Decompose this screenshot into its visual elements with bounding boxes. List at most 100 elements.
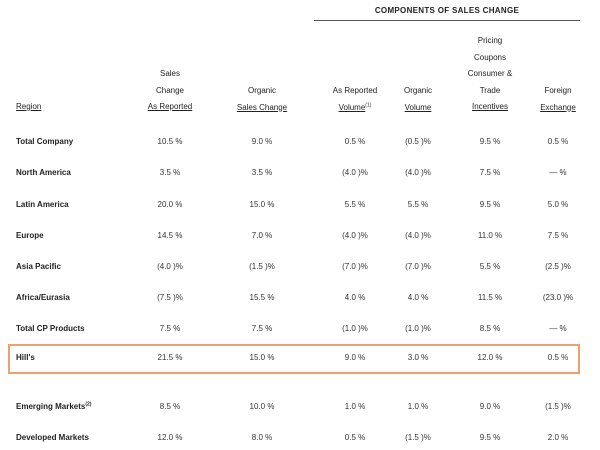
cell-region: Africa/Eurasia (16, 293, 70, 302)
header-organic-sales-change-line2: Sales Change (236, 102, 288, 112)
cell-organic-volume: (4.0 )% (405, 231, 431, 240)
cell-foreign-exchange: — % (549, 324, 567, 333)
table-row: Developed Markets 12.0 % 8.0 % 0.5 % (1.… (0, 432, 600, 450)
header-foreign-exchange: Foreign Exchange (530, 83, 586, 116)
cell-as-reported-volume: 9.0 % (344, 353, 366, 362)
table-row: Emerging Markets(2) 8.5 % 10.0 % 1.0 % 1… (0, 401, 600, 421)
cell-organic-volume: (4.0 )% (405, 168, 431, 177)
cell-region: Emerging Markets(2) (16, 401, 91, 413)
cell-as-reported-volume: (7.0 )% (342, 262, 368, 271)
cell-as-reported-volume: 0.5 % (344, 137, 366, 146)
cell-organic-volume: 5.5 % (407, 200, 429, 209)
cell-region: Latin America (16, 200, 69, 209)
cell-sales-change: 21.5 % (157, 353, 183, 362)
cell-organic-volume: 3.0 % (407, 353, 429, 362)
cell-organic-volume: (1.0 )% (405, 324, 431, 333)
cell-as-reported-volume: 5.5 % (344, 200, 366, 209)
cell-as-reported-volume: 4.0 % (344, 293, 366, 302)
cell-pricing: 9.5 % (479, 200, 501, 209)
cell-organic-sales-change: 7.5 % (251, 324, 273, 333)
cell-pricing: 7.5 % (479, 168, 501, 177)
header-pricing-line4: Trade (479, 85, 501, 95)
cell-foreign-exchange: 0.5 % (547, 353, 569, 362)
components-rule (314, 20, 580, 21)
cell-foreign-exchange: (2.5 )% (545, 262, 571, 271)
components-title: COMPONENTS OF SALES CHANGE (374, 6, 520, 15)
header-pricing-line3: Consumer & (467, 69, 513, 78)
highlight-box (8, 344, 580, 374)
header-organic-sales-change-line1: Organic (247, 86, 276, 95)
header-organic-volume-line1: Organic (403, 86, 432, 95)
cell-organic-sales-change: 7.0 % (251, 231, 273, 240)
cell-pricing: 11.0 % (477, 231, 503, 240)
cell-as-reported-volume: (1.0 )% (342, 324, 368, 333)
cell-foreign-exchange: 0.5 % (547, 137, 569, 146)
cell-as-reported-volume: 0.5 % (344, 433, 366, 442)
cell-organic-volume: (1.5 )% (405, 433, 431, 442)
header-as-reported-volume-line1: As Reported (332, 86, 378, 95)
cell-organic-sales-change: (1.5 )% (249, 262, 275, 271)
header-organic-volume: Organic Volume (393, 83, 443, 116)
header-organic-volume-line2: Volume (404, 102, 432, 112)
cell-organic-sales-change: 15.5 % (249, 293, 275, 302)
table-row: Europe 14.5 % 7.0 % (4.0 )% (4.0 )% 11.0… (0, 230, 600, 250)
cell-region: Total Company (16, 137, 74, 146)
cell-organic-sales-change: 15.0 % (249, 353, 275, 362)
cell-sales-change: (7.5 )% (157, 293, 183, 302)
cell-sales-change: 14.5 % (157, 231, 183, 240)
cell-sales-change: 7.5 % (159, 324, 181, 333)
table-row: Total CP Products 7.5 % 7.5 % (1.0 )% (1… (0, 323, 600, 343)
table-row: Africa/Eurasia (7.5 )% 15.5 % 4.0 % 4.0 … (0, 292, 600, 312)
cell-region-label: Emerging Markets (16, 402, 86, 411)
table-row: Latin America 20.0 % 15.0 % 5.5 % 5.5 % … (0, 199, 600, 219)
cell-sales-change: 8.5 % (159, 402, 181, 411)
cell-organic-sales-change: 3.5 % (251, 168, 273, 177)
cell-region: Europe (16, 231, 44, 240)
cell-foreign-exchange: (1.5 )% (545, 402, 571, 411)
cell-foreign-exchange: 5.0 % (547, 200, 569, 209)
header-pricing-line2: Coupons (473, 52, 507, 62)
cell-foreign-exchange: 7.5 % (547, 231, 569, 240)
cell-as-reported-volume: (4.0 )% (342, 168, 368, 177)
cell-sales-change: 10.5 % (157, 137, 183, 146)
cell-organic-sales-change: 10.0 % (249, 402, 275, 411)
cell-foreign-exchange: 2.0 % (547, 433, 569, 442)
header-foreign-exchange-line1: Foreign (544, 86, 572, 95)
cell-foreign-exchange: (23.0 )% (542, 293, 574, 302)
header-pricing-line5: Incentives (471, 102, 509, 111)
header-region-label: Region (16, 102, 42, 111)
cell-region: Developed Markets (16, 433, 89, 442)
cell-organic-volume: 4.0 % (407, 293, 429, 302)
cell-region-footnote: (2) (85, 401, 92, 408)
table-row: Asia Pacific (4.0 )% (1.5 )% (7.0 )% (7.… (0, 261, 600, 281)
cell-foreign-exchange: — % (549, 168, 567, 177)
cell-pricing: 9.5 % (479, 137, 501, 146)
cell-pricing: 11.5 % (477, 293, 503, 302)
cell-pricing: 5.5 % (479, 262, 501, 271)
cell-sales-change: 20.0 % (157, 200, 183, 209)
table-row: North America 3.5 % 3.5 % (4.0 )% (4.0 )… (0, 167, 600, 187)
cell-as-reported-volume: (4.0 )% (342, 231, 368, 240)
header-foreign-exchange-line2: Exchange (540, 102, 576, 112)
cell-organic-sales-change: 8.0 % (251, 433, 273, 442)
cell-sales-change: 12.0 % (157, 433, 183, 442)
cell-pricing: 12.0 % (477, 353, 503, 362)
cell-organic-volume: (7.0 )% (405, 262, 431, 271)
cell-as-reported-volume: 1.0 % (344, 402, 366, 411)
header-sales-change-line1: Sales (159, 69, 180, 78)
cell-pricing: 9.5 % (479, 433, 501, 442)
cell-region: Total CP Products (16, 324, 85, 333)
table-row-highlighted: Hill's 21.5 % 15.0 % 9.0 % 3.0 % 12.0 % … (0, 352, 600, 372)
header-as-reported-volume-footnote: (1) (365, 101, 372, 108)
header-pricing: Pricing Coupons Consumer & Trade Incenti… (455, 33, 525, 116)
header-pricing-line1: Pricing (477, 36, 503, 45)
cell-organic-sales-change: 15.0 % (249, 200, 275, 209)
cell-sales-change: 3.5 % (159, 168, 181, 177)
cell-region: North America (16, 168, 71, 177)
cell-pricing: 8.5 % (479, 324, 501, 333)
header-region: Region (16, 99, 41, 116)
cell-region: Asia Pacific (16, 262, 61, 271)
cell-sales-change: (4.0 )% (157, 262, 183, 271)
table-row: Total Company 10.5 % 9.0 % 0.5 % (0.5 )%… (0, 136, 600, 156)
